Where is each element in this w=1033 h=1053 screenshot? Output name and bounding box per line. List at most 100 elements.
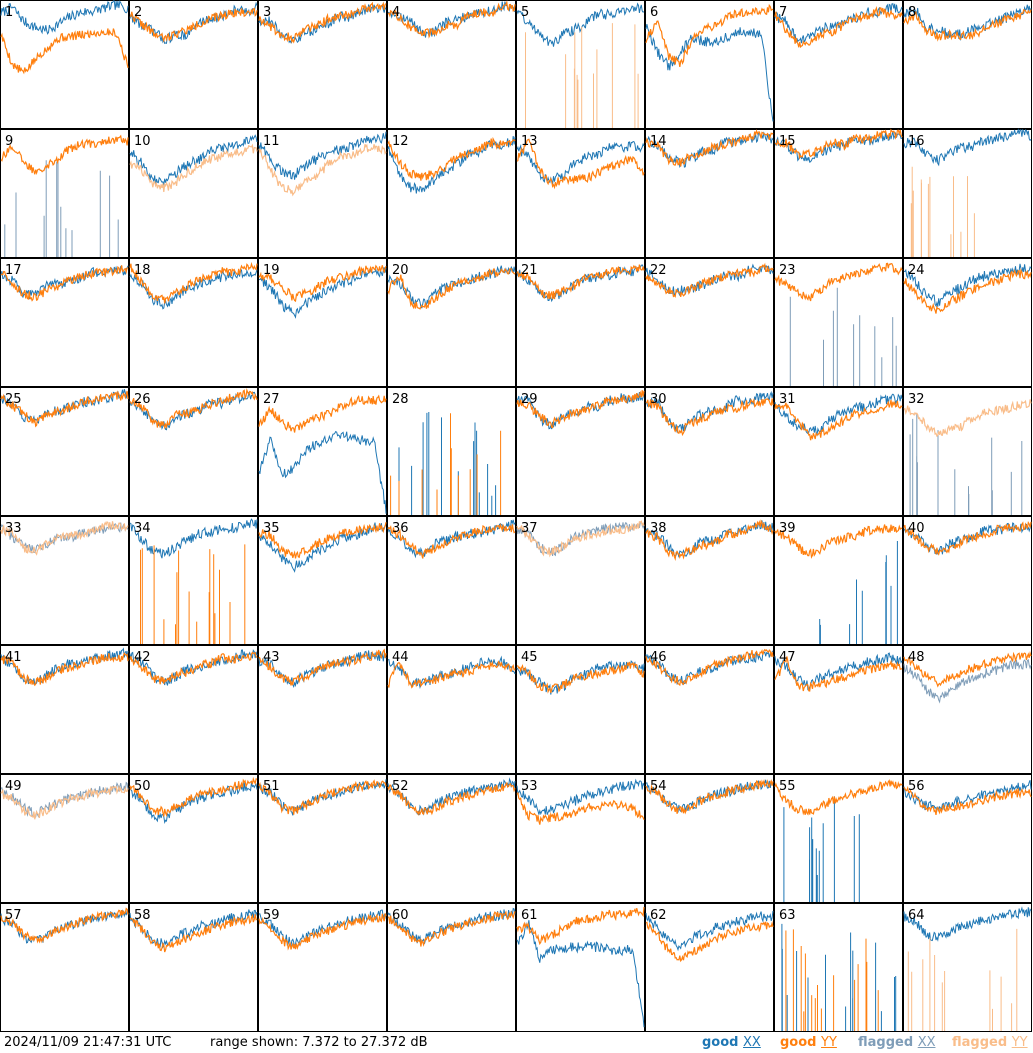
panel-frame xyxy=(516,774,645,903)
series-yy-57 xyxy=(0,907,129,944)
series-xx-1 xyxy=(0,0,129,35)
panel-33: 33 xyxy=(0,516,129,645)
series-yy-39 xyxy=(774,524,903,559)
panel-frame xyxy=(129,0,258,129)
series-yy-64 xyxy=(907,928,1018,1031)
panel-18: 18 xyxy=(129,258,258,387)
panel-frame xyxy=(387,0,516,129)
panel-24: 24 xyxy=(903,258,1032,387)
series-xx-18 xyxy=(129,269,258,310)
panel-6: 6 xyxy=(645,0,774,129)
panel-label: 53 xyxy=(521,779,538,794)
series-yy-61 xyxy=(516,906,645,946)
series-xx-59 xyxy=(258,909,387,949)
series-yy-29 xyxy=(516,390,645,429)
panel-frame xyxy=(645,645,774,774)
panel-43: 43 xyxy=(258,645,387,774)
series-yy-12 xyxy=(387,136,516,181)
series-yy-22 xyxy=(645,262,774,298)
panel-label: 22 xyxy=(650,263,667,278)
series-xx-61 xyxy=(516,920,645,1028)
panel-label: 26 xyxy=(134,392,151,407)
panel-label: 29 xyxy=(521,392,538,407)
panel-17: 17 xyxy=(0,258,129,387)
panel-34: 34 xyxy=(129,516,258,645)
panel-frame xyxy=(774,774,903,903)
series-xx-19 xyxy=(258,267,387,319)
panel-frame xyxy=(516,645,645,774)
panel-frame xyxy=(0,0,129,129)
panel-label: 23 xyxy=(779,263,796,278)
panel-label: 12 xyxy=(392,134,409,149)
series-yy-35 xyxy=(258,522,387,559)
series-yy-45 xyxy=(516,661,645,694)
panel-13: 13 xyxy=(516,129,645,258)
panel-63: 63 xyxy=(774,903,903,1032)
series-yy-33 xyxy=(0,521,129,556)
panel-54: 54 xyxy=(645,774,774,903)
panel-7: 7 xyxy=(774,0,903,129)
panel-29: 29 xyxy=(516,387,645,516)
panel-62: 62 xyxy=(645,903,774,1032)
panel-label: 39 xyxy=(779,521,796,536)
series-xx-24 xyxy=(903,263,1032,308)
timestamp-label: 2024/11/09 21:47:31 UTC xyxy=(4,1035,172,1050)
panel-frame xyxy=(258,258,387,387)
series-yy-63 xyxy=(785,929,879,1031)
panel-47: 47 xyxy=(774,645,903,774)
panel-22: 22 xyxy=(645,258,774,387)
series-yy-41 xyxy=(0,652,129,687)
panel-25: 25 xyxy=(0,387,129,516)
series-xx-5 xyxy=(516,2,645,47)
panel-26: 26 xyxy=(129,387,258,516)
series-yy-3 xyxy=(258,1,387,44)
series-xx-40 xyxy=(903,522,1032,555)
panel-30: 30 xyxy=(645,387,774,516)
series-xx-37 xyxy=(516,520,645,557)
panel-label: 45 xyxy=(521,650,538,665)
panel-label: 49 xyxy=(5,779,22,794)
series-yy-56 xyxy=(903,785,1032,816)
series-yy-23 xyxy=(774,262,903,302)
series-yy-20 xyxy=(387,267,516,310)
panel-label: 44 xyxy=(392,650,409,665)
panel-60: 60 xyxy=(387,903,516,1032)
series-yy-5 xyxy=(525,23,639,128)
panel-label: 2 xyxy=(134,5,142,20)
range-label: range shown: 7.372 to 27.372 dB xyxy=(210,1035,428,1050)
series-yy-36 xyxy=(387,523,516,559)
panel-label: 10 xyxy=(134,134,151,149)
panel-2: 2 xyxy=(129,0,258,129)
panel-59: 59 xyxy=(258,903,387,1032)
panel-frame xyxy=(129,645,258,774)
series-yy-43 xyxy=(258,648,387,686)
series-yy-26 xyxy=(129,388,258,430)
panel-57: 57 xyxy=(0,903,129,1032)
panel-label: 48 xyxy=(908,650,925,665)
series-xx-31 xyxy=(774,393,903,437)
panel-label: 28 xyxy=(392,392,409,407)
panel-61: 61 xyxy=(516,903,645,1032)
series-yy-27 xyxy=(258,394,387,433)
panel-label: 9 xyxy=(5,134,13,149)
series-yy-59 xyxy=(258,913,387,951)
panel-4: 4 xyxy=(387,0,516,129)
series-yy-42 xyxy=(129,651,258,685)
series-yy-15 xyxy=(774,128,903,160)
panel-label: 35 xyxy=(263,521,280,536)
panel-label: 20 xyxy=(392,263,409,278)
series-yy-21 xyxy=(516,264,645,300)
series-yy-10 xyxy=(129,143,258,192)
legend-flagged-yy: flagged YY xyxy=(952,1035,1028,1050)
panel-label: 6 xyxy=(650,5,658,20)
series-yy-46 xyxy=(645,648,774,687)
panel-frame xyxy=(387,258,516,387)
series-xx-35 xyxy=(258,522,387,573)
panel-label: 54 xyxy=(650,779,667,794)
series-yy-37 xyxy=(516,520,645,558)
panel-label: 62 xyxy=(650,908,667,923)
legend-good-yy: good YY xyxy=(780,1035,837,1050)
panel-label: 27 xyxy=(263,392,280,407)
panel-37: 37 xyxy=(516,516,645,645)
panel-49: 49 xyxy=(0,774,129,903)
